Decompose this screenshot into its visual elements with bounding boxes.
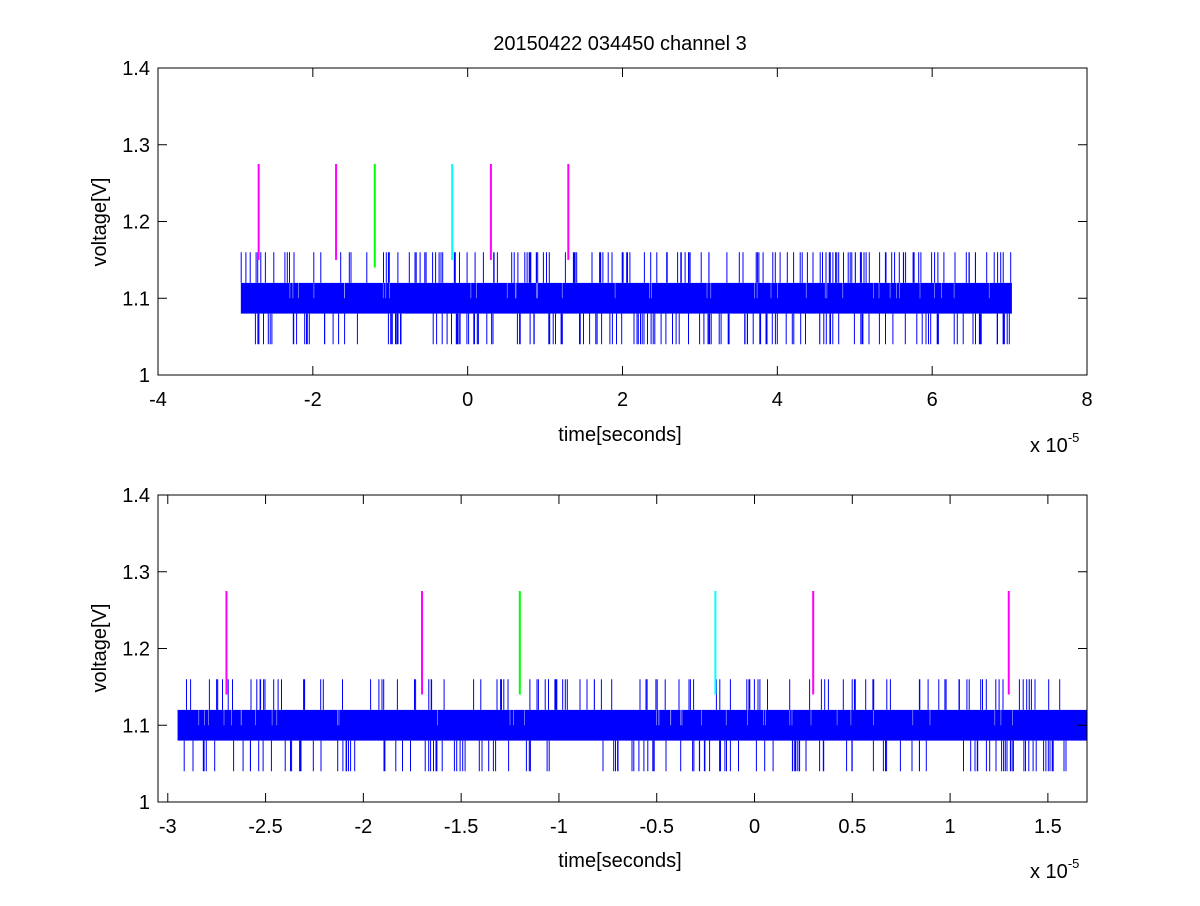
top-plot-xtick-label: 6 bbox=[927, 389, 938, 411]
top-plot-series-texture bbox=[289, 282, 990, 299]
bottom-plot-x-multiplier-base: x 10 bbox=[1030, 861, 1068, 883]
top-plot-series-band bbox=[240, 282, 1012, 314]
bottom-plot-xtick-label: -0.5 bbox=[639, 816, 673, 838]
top-plot-ytick-label: 1.3 bbox=[122, 135, 150, 157]
bottom-plot-series-band bbox=[177, 709, 1088, 741]
bottom-plot-ylabel: voltage[V] bbox=[89, 604, 111, 693]
bottom-plot-xtick-label: -2 bbox=[354, 816, 372, 838]
figure-title: 20150422 034450 channel 3 bbox=[493, 33, 747, 55]
bottom-plot-xtick-label: -2.5 bbox=[248, 816, 282, 838]
bottom-plot-series-texture bbox=[198, 709, 1013, 726]
top-plot-ytick-label: 1.1 bbox=[122, 288, 150, 310]
top-plot-ytick-label: 1.2 bbox=[122, 212, 150, 234]
bottom-plot-ticks-layer: -3 -2.5 -2 -1.5 -1 -0.5 0 0.5 1 1.5 1 1.1 1.2 1.3 1.4 bbox=[122, 485, 1087, 838]
bottom-plot-xtick-label: 0 bbox=[749, 816, 760, 838]
bottom-plot-x-multiplier-exponent: -5 bbox=[1068, 856, 1080, 871]
top-plot-ylabel: voltage[V] bbox=[89, 178, 111, 267]
top-plot-x-multiplier-base: x 10 bbox=[1030, 435, 1068, 457]
bottom-plot-ytick-label: 1.2 bbox=[122, 639, 150, 661]
bottom-plot-ytick-label: 1.3 bbox=[122, 562, 150, 584]
top-plot-ytick-label: 1 bbox=[139, 365, 150, 387]
top-plot-xtick-label: 8 bbox=[1081, 389, 1092, 411]
bottom-plot-xtick-label: 1 bbox=[945, 816, 956, 838]
top-plot: -4 -2 0 2 4 6 8 1 1.1 1.2 1.3 1.4 time[seconds] vol… bbox=[89, 58, 1093, 457]
top-plot-xtick-label: -4 bbox=[149, 389, 167, 411]
top-plot-xlabel: time[seconds] bbox=[558, 424, 681, 446]
top-plot-x-multiplier-exponent: -5 bbox=[1068, 430, 1080, 445]
bottom-plot-data-layer bbox=[177, 590, 1088, 772]
top-plot-data-layer bbox=[240, 163, 1012, 345]
top-plot-x-multiplier: x 10-5 bbox=[1030, 430, 1079, 457]
top-plot-xtick-label: 0 bbox=[462, 389, 473, 411]
bottom-plot-xtick-label: -1 bbox=[550, 816, 568, 838]
bottom-plot: -3 -2.5 -2 -1.5 -1 -0.5 0 0.5 1 1.511.11.21.31.4 … bbox=[89, 485, 1088, 883]
bottom-plot-xlabel: time[seconds] bbox=[558, 850, 681, 872]
bottom-plot-xtick-label: -3 bbox=[159, 816, 177, 838]
top-plot-ytick-label: 1.4 bbox=[122, 58, 150, 80]
bottom-plot-ytick-label: 1 bbox=[139, 792, 150, 814]
bottom-plot-series-spikes bbox=[183, 679, 1067, 772]
bottom-plot-x-multiplier: x 10-5 bbox=[1030, 856, 1079, 883]
top-plot-xtick-label: -2 bbox=[304, 389, 322, 411]
bottom-plot-xtick-label: -1.5 bbox=[444, 816, 478, 838]
top-plot-ticks-layer: -4 -2 0 2 4 6 8 1 1.1 1.2 1.3 1.4 bbox=[122, 58, 1092, 411]
bottom-plot-xtick-label: 0.5 bbox=[838, 816, 866, 838]
top-plot-xtick-label: 4 bbox=[772, 389, 783, 411]
bottom-plot-ytick-label: 1.4 bbox=[122, 485, 150, 507]
top-plot-series-spikes bbox=[240, 252, 1012, 345]
bottom-plot-ytick-label: 1.1 bbox=[122, 715, 150, 737]
top-plot-xtick-label: 2 bbox=[617, 389, 628, 411]
bottom-plot-xtick-label: 1.5 bbox=[1034, 816, 1062, 838]
